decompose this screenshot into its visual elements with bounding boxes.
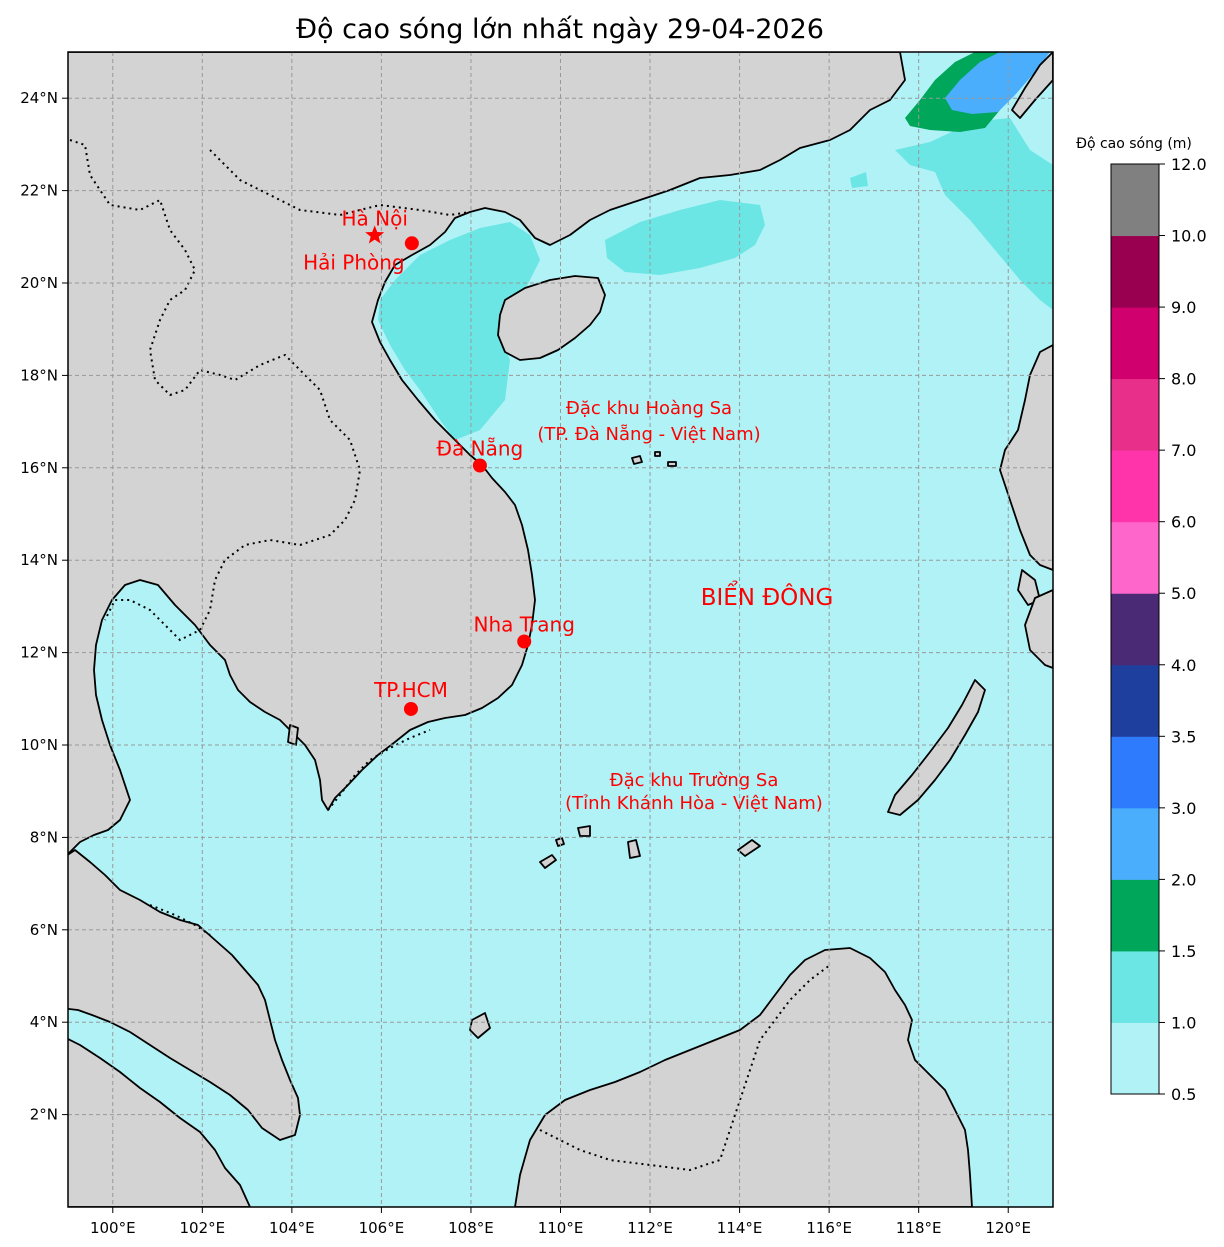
colorbar-bin bbox=[1111, 307, 1159, 380]
map-gridlines bbox=[68, 52, 1053, 1207]
y-tick-label: 2°N bbox=[30, 1106, 58, 1124]
palawan-island bbox=[887, 679, 986, 816]
colorbar-bin bbox=[1111, 807, 1159, 880]
x-tick-label: 112°E bbox=[627, 1219, 673, 1237]
truong-sa-islands bbox=[539, 825, 761, 869]
colorbar-title: Độ cao sóng (m) bbox=[1076, 136, 1192, 152]
visayas-islands bbox=[1024, 589, 1053, 669]
colorbar: 0.5 1.0 1.5 2.0 3.0 3.5 4.0 5.0 6.0 7.0 8.0 9.0 10.0… bbox=[1110, 155, 1207, 1104]
malay-peninsula bbox=[68, 849, 301, 1141]
city-label: Đà Nẵng bbox=[437, 436, 524, 460]
map-frame-content: Hà Nội Hải Phòng Đà Nẵng Nha Trang TP.HCM Đặ… bbox=[68, 52, 1053, 1207]
colorbar-bin bbox=[1111, 879, 1159, 952]
sumatra bbox=[68, 1037, 251, 1207]
city-marker-dot bbox=[517, 634, 532, 649]
wave-zone-north-coast bbox=[605, 200, 765, 275]
colorbar-border bbox=[1110, 163, 1160, 1095]
x-tick-label: 116°E bbox=[806, 1219, 852, 1237]
city-marker-dot bbox=[472, 458, 487, 473]
colorbar-tick-label: 8.0 bbox=[1171, 370, 1196, 389]
colorbar-bin bbox=[1111, 950, 1159, 1023]
truong-sa-label-line1: Đặc khu Trường Sa bbox=[610, 770, 779, 791]
colorbar-bin bbox=[1111, 164, 1159, 237]
wave-zone-small-patch bbox=[850, 172, 868, 188]
colorbar-tick-label: 6.0 bbox=[1171, 513, 1196, 532]
colorbar-bin bbox=[1111, 378, 1159, 451]
city-label: Hà Nội bbox=[341, 206, 407, 230]
colorbar-tick-label: 2.0 bbox=[1171, 870, 1196, 889]
axis-ticks: 100°E 102°E 104°E 106°E 108°E 110°E 112°E 114°E… bbox=[20, 89, 1031, 1237]
x-tick-label: 104°E bbox=[269, 1219, 315, 1237]
city-marker-star bbox=[365, 225, 385, 244]
colorbar-bin bbox=[1111, 736, 1159, 809]
colorbar-tick-label: 12.0 bbox=[1171, 155, 1207, 174]
taiwan-island bbox=[1011, 52, 1053, 119]
colorbar-tick-label: 9.0 bbox=[1171, 298, 1196, 317]
city-markers: Hà Nội Hải Phòng Đà Nẵng Nha Trang TP.HCM bbox=[303, 206, 575, 716]
colorbar-tick-label: 1.5 bbox=[1171, 942, 1196, 961]
y-tick-label: 16°N bbox=[20, 459, 58, 477]
city-marker-dot bbox=[403, 701, 418, 716]
x-tick-label: 118°E bbox=[896, 1219, 942, 1237]
colorbar-tick-label: 3.0 bbox=[1171, 799, 1196, 818]
y-tick-label: 6°N bbox=[30, 921, 58, 939]
y-tick-label: 10°N bbox=[20, 736, 58, 754]
x-tick-label: 102°E bbox=[180, 1219, 226, 1237]
wave-zone-gulf-of-tonkin bbox=[378, 222, 540, 440]
x-tick-label: 114°E bbox=[717, 1219, 763, 1237]
colorbar-tick-label: 0.5 bbox=[1171, 1085, 1196, 1104]
colorbar-tick-label: 3.5 bbox=[1171, 727, 1196, 746]
national-borders bbox=[69, 139, 831, 1172]
hoang-sa-label-line1: Đặc khu Hoàng Sa bbox=[566, 398, 732, 419]
y-tick-label: 24°N bbox=[20, 89, 58, 107]
colorbar-bin bbox=[1111, 235, 1159, 308]
map-title: Độ cao sóng lớn nhất ngày 29-04-2026 bbox=[296, 14, 824, 45]
x-tick-label: 100°E bbox=[90, 1219, 136, 1237]
natuna-island bbox=[469, 1012, 491, 1039]
bien-dong-label: BIỂN ĐÔNG bbox=[701, 581, 834, 611]
colorbar-bin bbox=[1111, 664, 1159, 737]
city-marker-dot bbox=[404, 236, 419, 251]
colorbar-tick-label: 4.0 bbox=[1171, 656, 1196, 675]
y-tick-label: 8°N bbox=[30, 828, 58, 846]
colorbar-tick-label: 5.0 bbox=[1171, 584, 1196, 603]
y-tick-label: 14°N bbox=[20, 551, 58, 569]
x-tick-label: 108°E bbox=[448, 1219, 494, 1237]
y-tick-label: 18°N bbox=[20, 366, 58, 384]
colorbar-bin bbox=[1111, 450, 1159, 523]
x-tick-label: 106°E bbox=[359, 1219, 405, 1237]
colorbar-bin bbox=[1111, 521, 1159, 594]
y-tick-label: 4°N bbox=[30, 1013, 58, 1031]
truong-sa-label-line2: (Tỉnh Khánh Hòa - Việt Nam) bbox=[565, 793, 823, 814]
colorbar-tick-label: 7.0 bbox=[1171, 441, 1196, 460]
colorbar-bin bbox=[1111, 593, 1159, 666]
colorbar-tick-label: 1.0 bbox=[1171, 1013, 1196, 1032]
city-label: TP.HCM bbox=[373, 678, 448, 702]
y-tick-label: 20°N bbox=[20, 274, 58, 292]
colorbar-tick-label: 10.0 bbox=[1171, 227, 1207, 246]
hoang-sa-label-line2: (TP. Đà Nẵng - Việt Nam) bbox=[537, 424, 760, 445]
city-label: Nha Trang bbox=[474, 613, 575, 637]
hainan-island bbox=[497, 275, 606, 361]
hoang-sa-islands bbox=[631, 451, 677, 467]
y-tick-label: 22°N bbox=[20, 182, 58, 200]
city-label: Hải Phòng bbox=[303, 250, 405, 274]
colorbar-bin bbox=[1111, 1022, 1159, 1095]
region-labels: Đặc khu Hoàng Sa (TP. Đà Nẵng - Việt Nam… bbox=[537, 398, 833, 814]
borneo bbox=[514, 947, 973, 1207]
y-tick-label: 12°N bbox=[20, 644, 58, 662]
phu-quoc-island bbox=[287, 724, 299, 746]
wave-zone-northeast bbox=[895, 118, 1053, 310]
x-tick-label: 120°E bbox=[985, 1219, 1031, 1237]
x-tick-label: 110°E bbox=[538, 1219, 584, 1237]
